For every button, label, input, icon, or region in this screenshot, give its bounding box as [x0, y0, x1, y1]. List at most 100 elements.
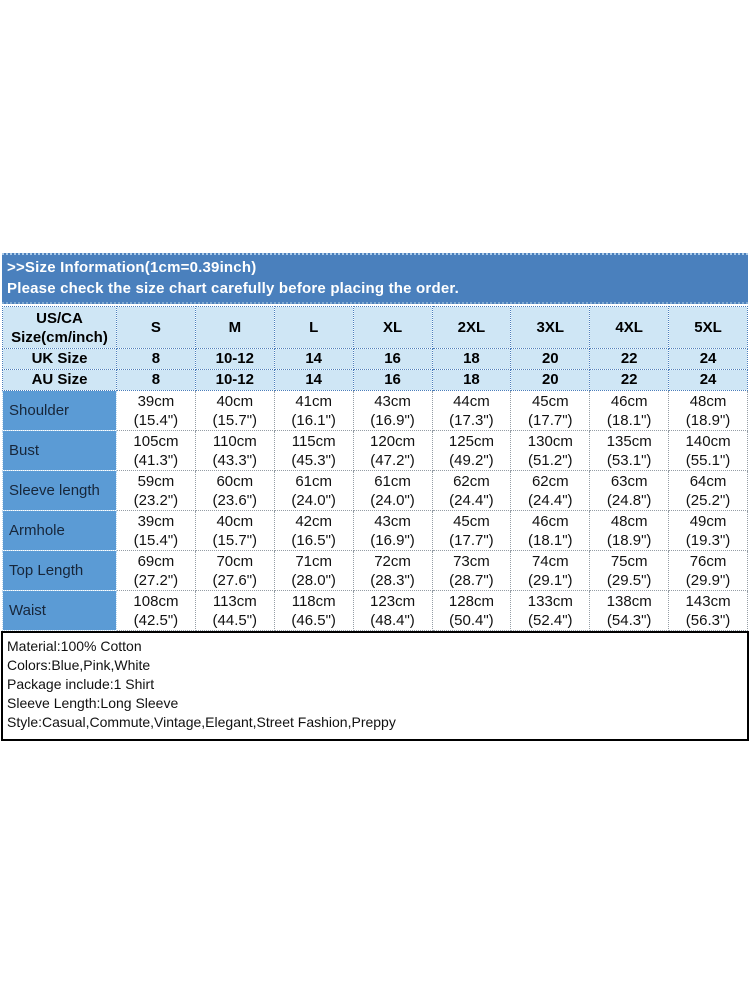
au-size-cell: 20	[510, 369, 591, 391]
measurement-cell: 64cm (25.2")	[668, 470, 748, 511]
measurement-cell: 73cm (28.7")	[431, 550, 512, 591]
info-material: Material:100% Cotton	[7, 638, 142, 654]
uk-size-cell: 24	[668, 348, 748, 370]
uk-size-cell: 16	[352, 348, 433, 370]
au-size-cell: 16	[352, 369, 433, 391]
size-col-header-s: S	[116, 306, 196, 349]
measurement-row-sleeve-length: Sleeve length 59cm (23.2") 60cm (23.6") 61…	[2, 470, 748, 511]
size-col-header-l: L	[273, 306, 354, 349]
measurement-cell: 39cm (15.4")	[116, 510, 196, 551]
measurement-cell: 118cm (46.5")	[273, 590, 354, 631]
top-whitespace	[0, 0, 750, 253]
measurement-cell: 69cm (27.2")	[116, 550, 196, 591]
measurement-cell: 62cm (24.4")	[510, 470, 591, 511]
product-info-box: Material:100% Cotton Colors:Blue,Pink,Wh…	[1, 631, 749, 741]
size-col-header-3xl: 3XL	[510, 306, 591, 349]
measurement-cell: 43cm (16.9")	[352, 510, 433, 551]
measurement-cell: 72cm (28.3")	[352, 550, 433, 591]
measurement-cell: 128cm (50.4")	[431, 590, 512, 631]
measurement-cell: 135cm (53.1")	[589, 430, 670, 471]
corner-line2: Size(cm/inch)	[11, 328, 108, 346]
row-label-armhole: Armhole	[2, 510, 117, 551]
measurement-row-bust: Bust 105cm (41.3") 110cm (43.3") 115cm (45.…	[2, 430, 748, 471]
measurement-row-top-length: Top Length 69cm (27.2") 70cm (27.6") 71cm(…	[2, 550, 748, 591]
measurement-cell: 40cm (15.7")	[194, 390, 275, 431]
measurement-row-shoulder: Shoulder 39cm (15.4") 40cm (15.7") 41cm (16…	[2, 390, 748, 431]
measurement-cell: 45cm (17.7")	[510, 390, 591, 431]
au-size-cell: 18	[431, 369, 512, 391]
info-colors: Colors:Blue,Pink,White	[7, 657, 151, 673]
measurement-cell: 143cm (56.3")	[668, 590, 748, 631]
size-col-header-m: M	[194, 306, 275, 349]
measurement-cell: 133cm (52.4")	[510, 590, 591, 631]
measurement-cell: 76cm (29.9")	[668, 550, 748, 591]
measurement-cell: 113cm (44.5")	[194, 590, 275, 631]
measurement-cell: 46cm (18.1")	[510, 510, 591, 551]
measurement-cell: 48cm (18.9")	[668, 390, 748, 431]
size-header-row: US/CA Size(cm/inch) S M L XL 2XL 3XL 4XL…	[2, 306, 748, 349]
measurement-cell: 140cm (55.1")	[668, 430, 748, 471]
measurement-cell: 61cm (24.0")	[273, 470, 354, 511]
row-label-waist: Waist	[2, 590, 117, 631]
uk-size-label: UK Size	[2, 348, 117, 370]
measurement-cell: 46cm (18.1")	[589, 390, 670, 431]
uk-size-cell: 14	[273, 348, 354, 370]
measurement-cell: 130cm (51.2")	[510, 430, 591, 471]
size-information-banner: >>Size Information(1cm=0.39inch) Please …	[2, 253, 748, 304]
row-label-top-length: Top Length	[2, 550, 117, 591]
corner-line1: US/CA	[36, 309, 83, 327]
measurement-cell: 105cm (41.3")	[116, 430, 196, 471]
measurement-cell: 42cm (16.5")	[273, 510, 354, 551]
measurement-cell: 120cm (47.2")	[352, 430, 433, 471]
measurement-cell: 70cm (27.6")	[194, 550, 275, 591]
measurement-cell: 123cm (48.4")	[352, 590, 433, 631]
measurement-cell: 48cm (18.9")	[589, 510, 670, 551]
row-label-sleeve-length: Sleeve length	[2, 470, 117, 511]
size-col-header-5xl: 5XL	[668, 306, 748, 349]
uk-size-cell: 8	[116, 348, 196, 370]
measurement-cell: 45cm (17.7")	[431, 510, 512, 551]
measurement-cell: 63cm (24.8")	[589, 470, 670, 511]
uk-size-cell: 10-12	[194, 348, 275, 370]
au-size-cell: 24	[668, 369, 748, 391]
au-size-cell: 10-12	[194, 369, 275, 391]
measurement-cell: 43cm (16.9")	[352, 390, 433, 431]
row-label-bust: Bust	[2, 430, 117, 471]
measurement-cell: 115cm (45.3")	[273, 430, 354, 471]
banner-subtitle: Please check the size chart carefully be…	[7, 280, 459, 297]
size-col-header-4xl: 4XL	[589, 306, 670, 349]
size-chart-table: US/CA Size(cm/inch) S M L XL 2XL 3XL 4XL…	[2, 306, 748, 631]
au-size-cell: 14	[273, 369, 354, 391]
au-size-cell: 22	[589, 369, 670, 391]
measurement-cell: 49cm (19.3")	[668, 510, 748, 551]
measurement-cell: 110cm (43.3")	[194, 430, 275, 471]
measurement-cell: 108cm (42.5")	[116, 590, 196, 631]
au-size-cell: 8	[116, 369, 196, 391]
measurement-cell: 75cm (29.5")	[589, 550, 670, 591]
measurement-row-waist: Waist 108cm (42.5") 113cm (44.5") 118cm (46…	[2, 590, 748, 631]
measurement-cell: 125cm (49.2")	[431, 430, 512, 471]
banner-title: >>Size Information(1cm=0.39inch)	[7, 259, 257, 276]
info-style: Style:Casual,Commute,Vintage,Elegant,Str…	[7, 714, 396, 730]
uk-size-cell: 22	[589, 348, 670, 370]
info-package: Package include:1 Shirt	[7, 676, 155, 692]
measurement-cell: 41cm (16.1")	[273, 390, 354, 431]
info-sleeve-length: Sleeve Length:Long Sleeve	[7, 695, 179, 711]
measurement-cell: 61cm (24.0")	[352, 470, 433, 511]
measurement-row-armhole: Armhole 39cm (15.4") 40cm (15.7") 42cm (16.…	[2, 510, 748, 551]
uk-size-row: UK Size 8 10-12 14 16 18 20 22 24	[2, 348, 748, 370]
measurement-cell: 40cm (15.7")	[194, 510, 275, 551]
uk-size-cell: 18	[431, 348, 512, 370]
measurement-cell: 71cm (28.0")	[273, 550, 354, 591]
uk-size-cell: 20	[510, 348, 591, 370]
measurement-cell: 59cm (23.2")	[116, 470, 196, 511]
size-col-header-xl: XL	[352, 306, 433, 349]
measurement-cell: 62cm (24.4")	[431, 470, 512, 511]
row-label-shoulder: Shoulder	[2, 390, 117, 431]
measurement-cell: 138cm (54.3")	[589, 590, 670, 631]
measurement-cell: 44cm (17.3")	[431, 390, 512, 431]
size-col-header-2xl: 2XL	[431, 306, 512, 349]
measurement-cell: 74cm (29.1")	[510, 550, 591, 591]
measurement-cell: 39cm (15.4")	[116, 390, 196, 431]
au-size-row: AU Size 8 10-12 14 16 18 20 22 24	[2, 369, 748, 391]
